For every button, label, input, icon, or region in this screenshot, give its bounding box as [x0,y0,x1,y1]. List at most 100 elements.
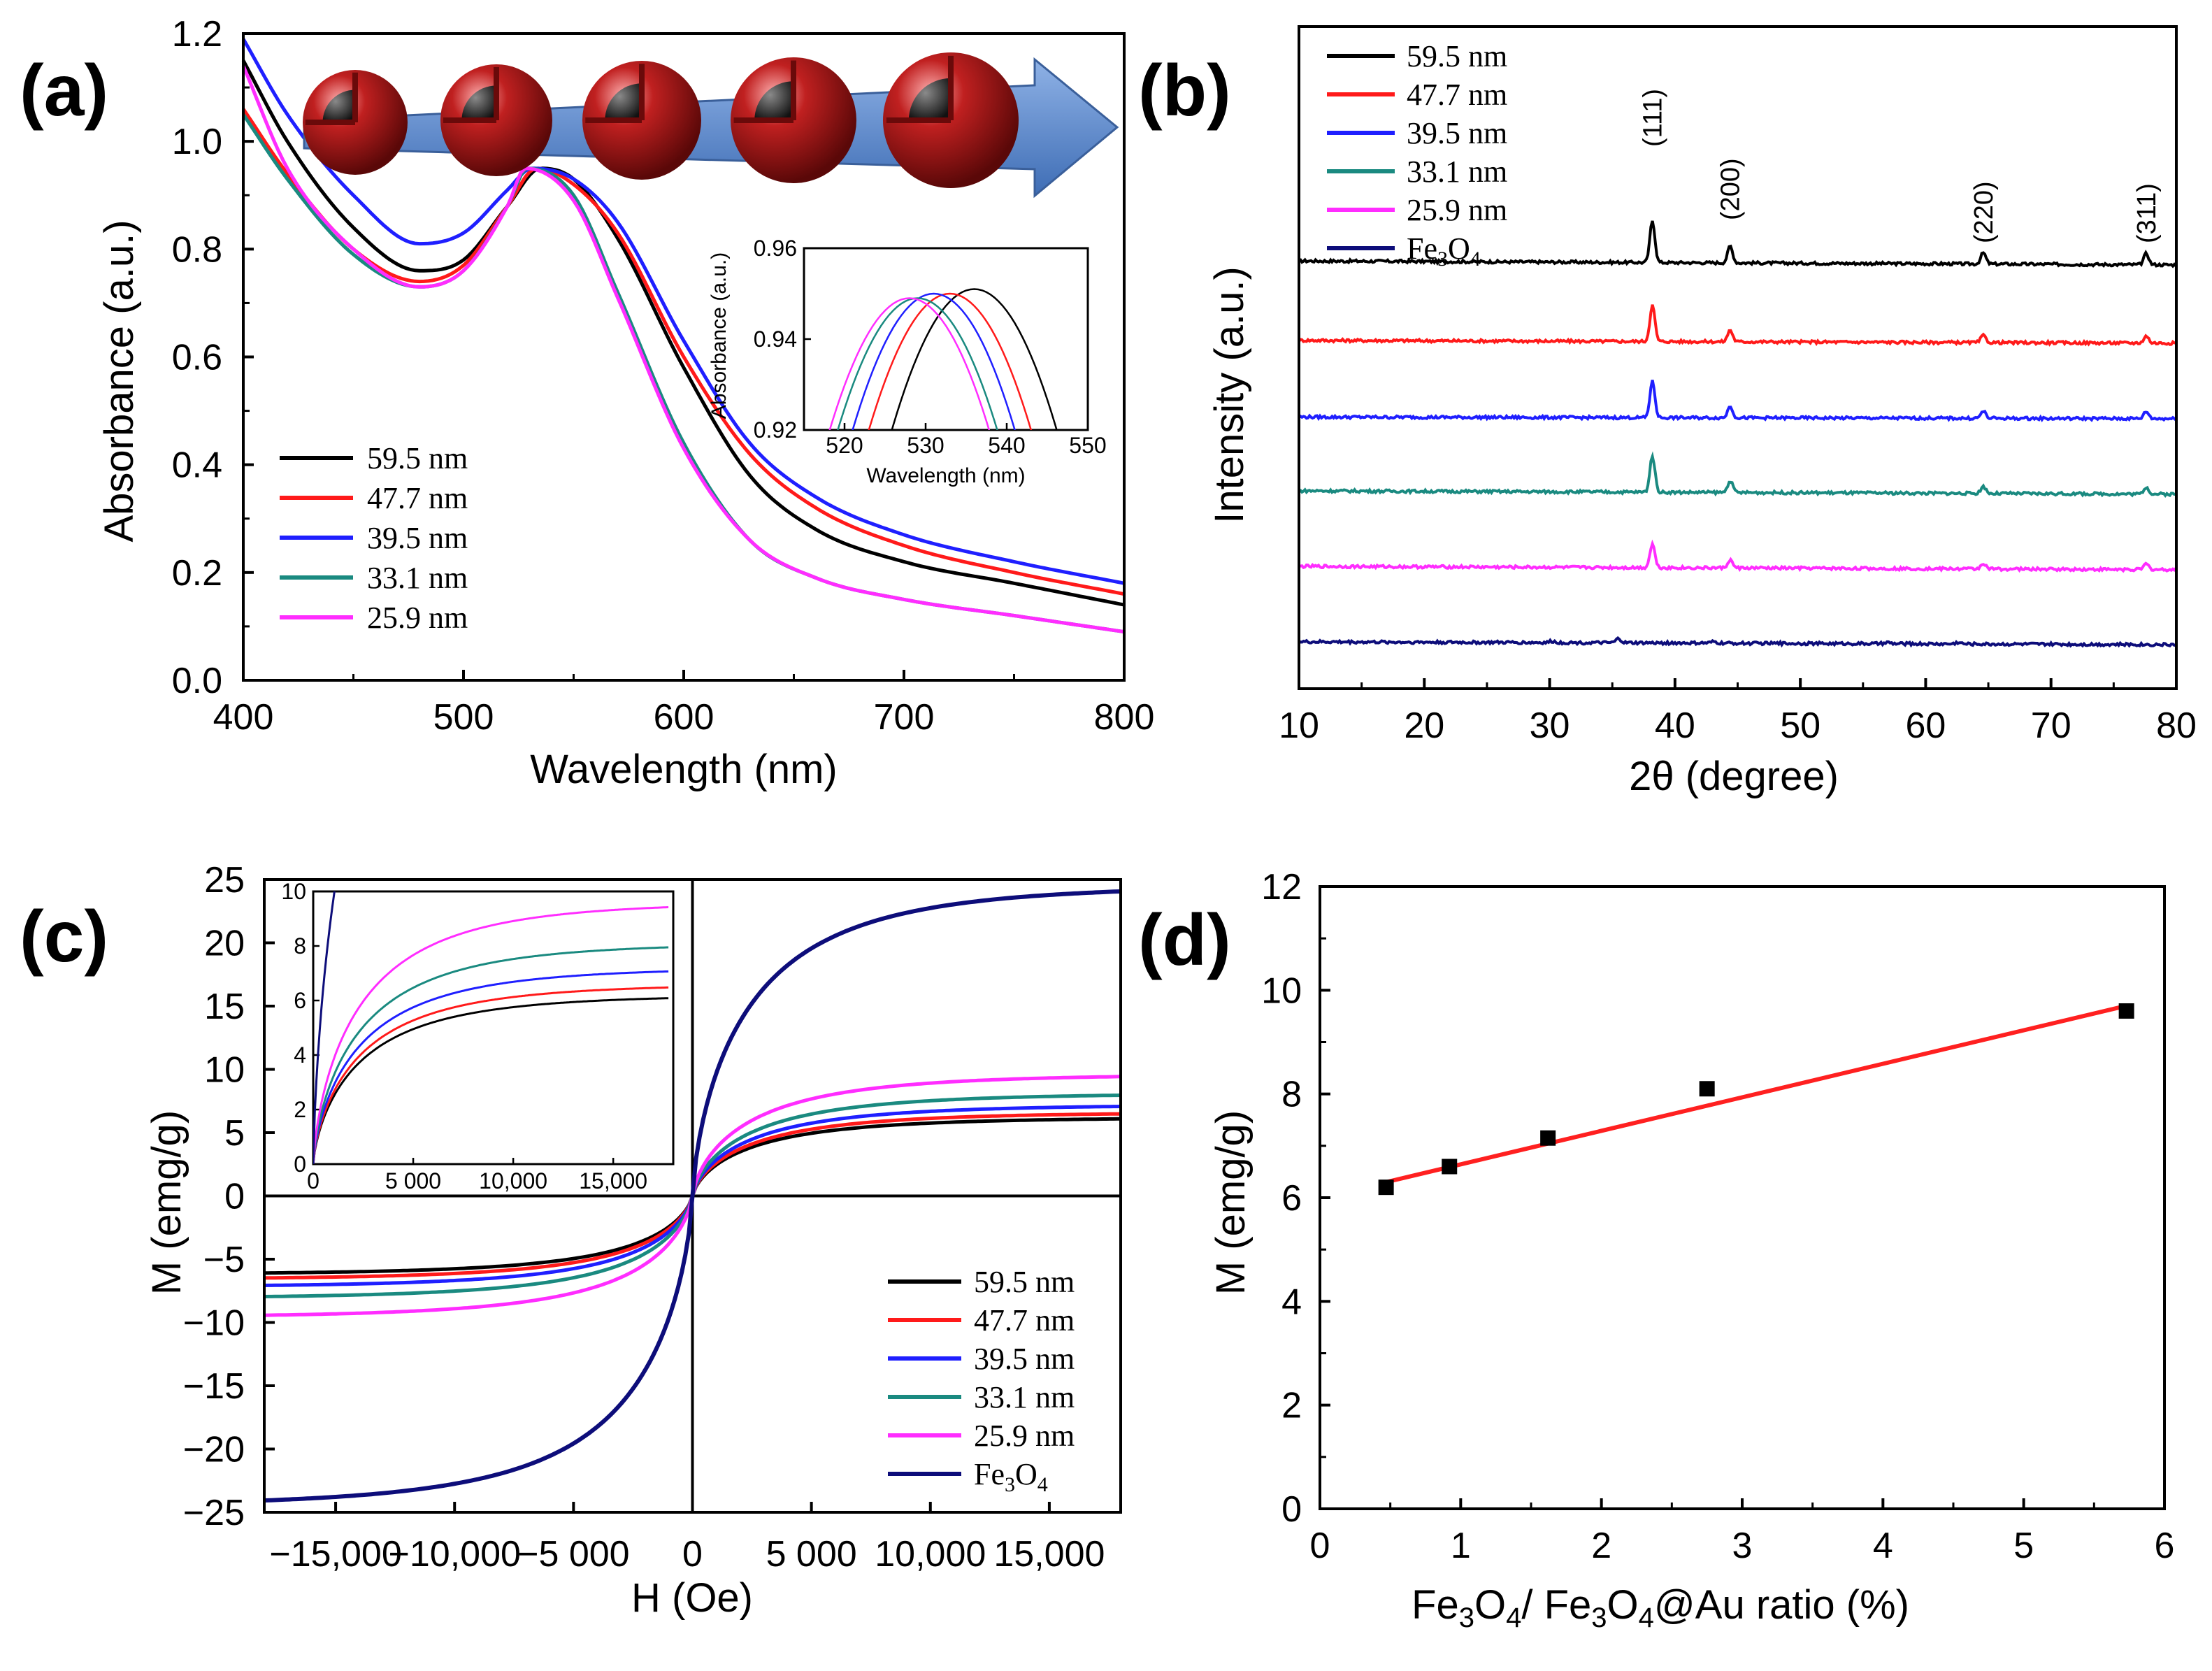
panel-c-xlabel: H (Oe) [631,1575,753,1621]
series-line-59-5-nm [241,59,1125,607]
y-tick-label: 1.2 [172,14,222,55]
inset-x-tick-label: 540 [988,433,1025,458]
panel-a-inset-xlabel: Wavelength (nm) [866,464,1025,487]
inset-y-tick-label: 10 [281,879,306,904]
magnetite-core-cutaway [605,83,642,120]
linear-fit-line [1385,1003,2127,1184]
core-shell-growth-illustration [303,52,1119,199]
x-tick-label: 15,000 [993,1534,1105,1575]
panel-a-inset: 520 530 540 550 0.92 0.94 0.96 Absorbance (a.u… [708,236,1107,487]
data-point [1540,1130,1556,1146]
inset-peak-25-9-nm [828,297,991,430]
inset-y-tick-label: 0.96 [754,236,797,261]
shell-cut-edge [886,55,954,123]
legend-label-fe3o4: Fe3O4 [974,1457,1048,1496]
x-tick-label: 40 [1655,705,1695,746]
legend-label-47-7-nm: 47.7 nm [974,1303,1075,1337]
data-point [1699,1081,1715,1097]
legend-label-25-9-nm: 25.9 nm [1407,193,1507,227]
legend-label-33-1-nm: 33.1 nm [974,1380,1075,1414]
xrd-pattern-59-5-nm [1298,220,2177,268]
magnetite-core-cutaway [322,89,355,122]
panel-c-label: (c) [20,896,108,977]
panel-b-frame [1298,25,2178,690]
xrd-pattern-47-7-nm [1298,304,2176,347]
inset-x-tick-label: 530 [907,433,944,458]
panel-d-label: (d) [1138,900,1231,981]
data-point [2118,1003,2134,1019]
panel-a-legend: 59.5 nm 47.7 nm 39.5 nm 33.1 nm 25.9 nm [280,441,468,635]
y-tick-label: −25 [183,1493,245,1533]
panel-d-series [1378,1003,2134,1196]
panel-c-frame [263,878,1122,1514]
inset-curves [828,288,1058,430]
panel-a-ylabel: Absorbance (a.u.) [96,220,142,542]
legend-label-fe3o4: Fe3O4 [1407,231,1481,271]
x-tick-label: 20 [1404,705,1444,746]
x-tick-label: 0 [682,1534,703,1575]
y-tick-label: 20 [204,924,245,964]
x-tick-label: 0 [1310,1526,1330,1566]
shell-cut-edge [305,72,358,125]
panel-c-inset: 0 5 000 10,000 15,000 0 2 4 6 8 10 [281,879,675,1193]
shell-cut-edge [443,67,499,123]
y-tick-label: −10 [183,1303,245,1344]
x-tick-label: 400 [213,697,274,738]
inset-mh-curve-25-9-nm [313,906,669,1164]
x-tick-label: 800 [1094,697,1155,738]
legend-label-25-9-nm: 25.9 nm [367,601,468,635]
y-tick-label: 0 [224,1177,245,1217]
inset-y-tick-label: 6 [294,988,306,1013]
panel-b-label: (b) [1138,50,1231,131]
legend-label-59-5-nm: 59.5 nm [367,441,468,475]
y-tick-label: 25 [204,860,245,901]
panel-c: (c) M (emg/g) H (Oe) −15,000−10,000−5 00… [20,860,1122,1621]
panel-b: (b) Intensity (a.u.) 2θ (degree) 10 20 30 4… [1138,25,2197,799]
x-tick-label: 600 [654,697,714,738]
y-tick-label: 10 [1261,970,1302,1011]
x-tick-label: 2 [1591,1526,1611,1566]
x-tick-label: 500 [433,697,494,738]
peak-label-111: (111) [1639,89,1668,147]
series-line-39-5-nm [241,38,1125,585]
x-tick-label: −5 000 [517,1534,630,1575]
x-tick-label: −15,000 [269,1534,401,1575]
x-tick-label: 4 [1873,1526,1893,1566]
x-tick-label: 6 [2155,1526,2175,1566]
x-tick-label: 5 [2013,1526,2034,1566]
magnetite-core-cutaway [461,85,496,120]
legend-label-39-5-nm: 39.5 nm [974,1342,1075,1376]
y-tick-label: 0 [1281,1489,1302,1530]
y-tick-label: 0.4 [172,445,222,486]
inset-y-tick-label: 0.92 [754,417,797,443]
x-tick-label: −10,000 [389,1534,521,1575]
inset-y-tick-label: 0.94 [754,327,797,352]
panel-a-inset-ylabel: Absorbance (a.u.) [708,252,731,419]
panel-a: (a) Absorbance (a.u.) Wavelength (nm) 40… [20,14,1155,792]
inset-y-tick-label: 0 [294,1152,306,1177]
y-tick-label: 5 [224,1113,245,1154]
panel-a-series [241,38,1125,634]
inset-x-tick-label: 550 [1069,433,1106,458]
panel-b-series [1298,220,2177,648]
y-tick-label: 0.2 [172,553,222,594]
x-tick-label: 3 [1732,1526,1753,1566]
magnetite-core-cutaway [908,78,951,120]
panel-b-ylabel: Intensity (a.u.) [1207,266,1252,523]
x-tick-label: 5 000 [766,1534,857,1575]
xrd-pattern-33-1-nm [1298,451,2176,498]
x-tick-label: 1 [1451,1526,1471,1566]
panel-d-xlabel: Fe3O4/ Fe3O4@Au ratio (%) [1412,1582,1909,1633]
y-tick-label: 8 [1281,1075,1302,1115]
inset-x-tick-label: 5 000 [385,1168,441,1193]
x-tick-label: 80 [2156,705,2197,746]
panel-c-legend: 59.5 nm 47.7 nm 39.5 nm 33.1 nm 25.9 nm Fe3O4 [888,1265,1075,1496]
inset-curves [313,891,669,1164]
series-line-47-7-nm [241,108,1125,596]
inset-x-tick-label: 0 [307,1168,319,1193]
panel-a-xlabel: Wavelength (nm) [530,747,837,792]
inset-mh-curve-33-1-nm [313,946,669,1164]
legend-label-47-7-nm: 47.7 nm [367,481,468,515]
panel-d: (d) M (emg/g) Fe3O4/ Fe3O4@Au ratio (%) … [1138,867,2174,1633]
